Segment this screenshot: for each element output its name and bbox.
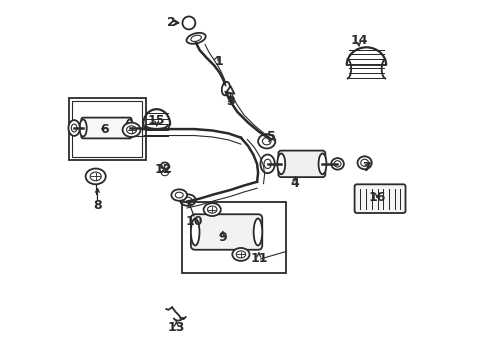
Text: 4: 4 — [290, 177, 299, 190]
Ellipse shape — [264, 159, 271, 168]
Ellipse shape — [126, 126, 136, 134]
Ellipse shape — [203, 203, 221, 216]
Ellipse shape — [90, 172, 101, 181]
Text: 7: 7 — [361, 161, 370, 174]
Ellipse shape — [71, 124, 77, 132]
Ellipse shape — [258, 134, 275, 148]
Ellipse shape — [222, 82, 229, 95]
Ellipse shape — [190, 219, 199, 246]
Ellipse shape — [330, 158, 343, 170]
Text: 1: 1 — [215, 55, 224, 68]
Polygon shape — [226, 86, 234, 94]
Bar — [72, 101, 142, 157]
Text: 9: 9 — [218, 231, 227, 244]
Ellipse shape — [357, 156, 371, 169]
FancyBboxPatch shape — [81, 118, 131, 138]
Ellipse shape — [260, 154, 274, 173]
Text: 2: 2 — [166, 16, 175, 29]
Text: 5: 5 — [266, 130, 275, 144]
Text: 12: 12 — [155, 163, 172, 176]
Ellipse shape — [190, 35, 201, 41]
Ellipse shape — [175, 192, 183, 198]
FancyBboxPatch shape — [278, 150, 325, 177]
Ellipse shape — [232, 248, 249, 261]
Text: 15: 15 — [147, 114, 165, 127]
Ellipse shape — [253, 219, 262, 246]
Ellipse shape — [333, 161, 340, 167]
Text: 3: 3 — [225, 95, 234, 108]
Ellipse shape — [161, 162, 168, 169]
FancyBboxPatch shape — [190, 214, 262, 250]
Bar — [69, 98, 145, 160]
Ellipse shape — [171, 189, 187, 201]
Ellipse shape — [318, 153, 326, 174]
Ellipse shape — [180, 194, 195, 206]
Text: 6: 6 — [100, 123, 109, 136]
Ellipse shape — [80, 120, 86, 136]
Text: 11: 11 — [249, 252, 267, 265]
Text: 16: 16 — [368, 192, 385, 204]
Ellipse shape — [126, 120, 133, 136]
Ellipse shape — [277, 153, 285, 174]
Bar — [182, 202, 285, 273]
Ellipse shape — [183, 197, 191, 203]
Ellipse shape — [85, 168, 105, 184]
Ellipse shape — [161, 170, 168, 176]
Ellipse shape — [236, 251, 245, 258]
FancyBboxPatch shape — [354, 184, 405, 213]
Text: 8: 8 — [93, 199, 102, 212]
Text: 14: 14 — [350, 33, 367, 47]
Ellipse shape — [186, 33, 205, 44]
Text: 13: 13 — [167, 320, 184, 333]
Ellipse shape — [360, 159, 368, 166]
Ellipse shape — [122, 123, 140, 137]
Ellipse shape — [207, 206, 217, 213]
Ellipse shape — [262, 138, 270, 145]
Text: 10: 10 — [185, 215, 203, 228]
Ellipse shape — [68, 120, 80, 136]
